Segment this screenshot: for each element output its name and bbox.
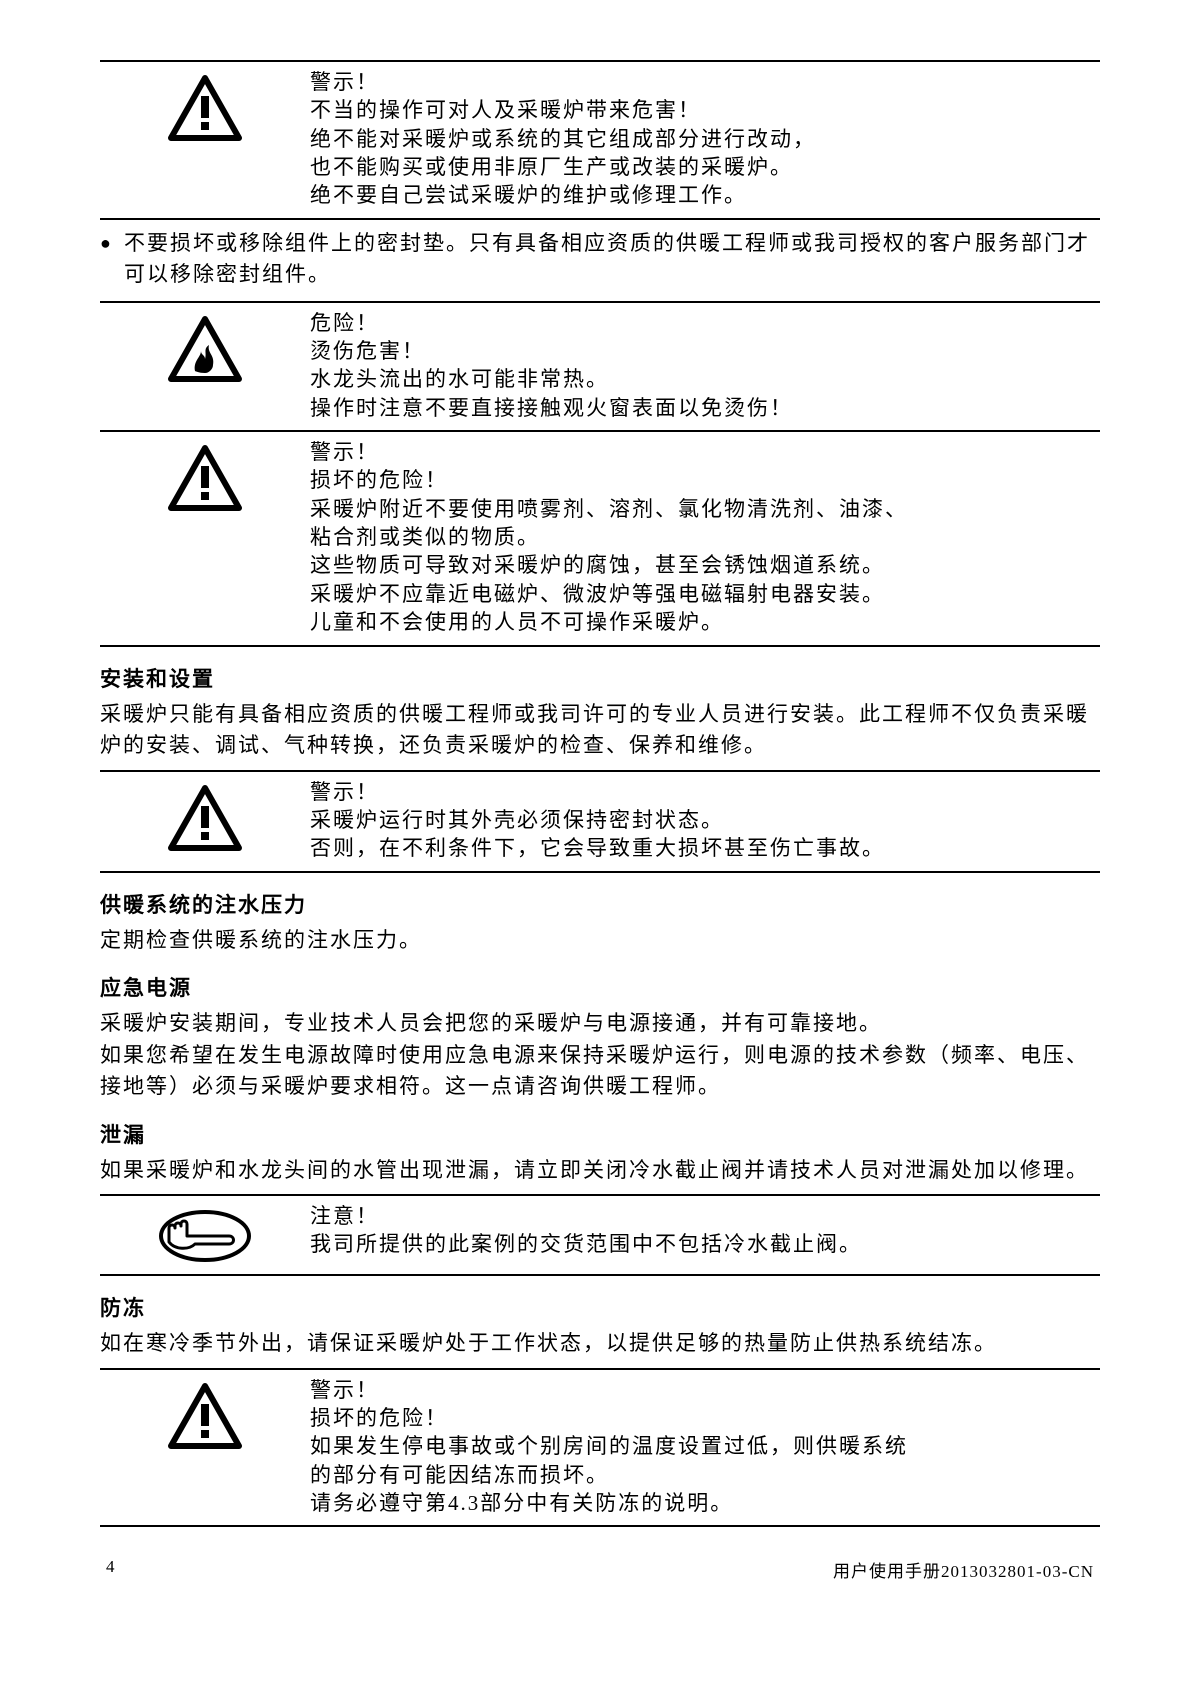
section-heading-pressure: 供暖系统的注水压力 bbox=[100, 889, 1100, 919]
bullet-text: 不要损坏或移除组件上的密封垫。只有具备相应资质的供暖工程师或我司授权的客户服务部… bbox=[124, 228, 1100, 291]
warning-line: 烫伤危害！ bbox=[310, 339, 425, 363]
warning-line: 这些物质可导致对采暖炉的腐蚀，甚至会锈蚀烟道系统。 bbox=[310, 553, 885, 577]
warning-line: 不当的操作可对人及采暖炉带来危害！ bbox=[310, 98, 701, 122]
warning-line: 儿童和不会使用的人员不可操作采暖炉。 bbox=[310, 610, 724, 634]
divider bbox=[100, 645, 1100, 647]
warning-text: 警示！ 损坏的危险！ 采暖炉附近不要使用喷雾剂、溶剂、氯化物清洗剂、油漆、 粘合… bbox=[310, 438, 1100, 636]
warning-title: 警示！ bbox=[310, 440, 379, 464]
warning-line: 采暖炉附近不要使用喷雾剂、溶剂、氯化物清洗剂、油漆、 bbox=[310, 497, 908, 521]
section-body: 如在寒冷季节外出，请保证采暖炉处于工作状态，以提供足够的热量防止供热系统结冻。 bbox=[100, 1328, 1100, 1360]
warning-block: 危险！ 烫伤危害！ 水龙头流出的水可能非常热。 操作时注意不要直接接触观火窗表面… bbox=[100, 303, 1100, 430]
warning-title: 危险！ bbox=[310, 311, 379, 335]
warning-text: 危险！ 烫伤危害！ 水龙头流出的水可能非常热。 操作时注意不要直接接触观火窗表面… bbox=[310, 309, 1100, 422]
warning-text: 警示！ 采暖炉运行时其外壳必须保持密封状态。 否则，在不利条件下，它会导致重大损… bbox=[310, 778, 1100, 863]
warning-icon bbox=[100, 438, 310, 514]
warning-line: 也不能购买或使用非原厂生产或改装的采暖炉。 bbox=[310, 155, 793, 179]
section-body: 采暖炉安装期间，专业技术人员会把您的采暖炉与电源接通，并有可靠接地。 如果您希望… bbox=[100, 1008, 1100, 1103]
warning-icon bbox=[100, 1376, 310, 1452]
bullet-item: ● 不要损坏或移除组件上的密封垫。只有具备相应资质的供暖工程师或我司授权的客户服… bbox=[100, 228, 1100, 291]
page-content: 警示！ 不当的操作可对人及采暖炉带来危害！ 绝不能对采暖炉或系统的其它组成部分进… bbox=[100, 60, 1100, 1582]
page-number: 4 bbox=[106, 1557, 116, 1582]
note-line: 我司所提供的此案例的交货范围中不包括冷水截止阀。 bbox=[310, 1232, 862, 1256]
section-heading-power: 应急电源 bbox=[100, 972, 1100, 1002]
bullet-dot: ● bbox=[100, 228, 124, 257]
warning-text: 警示！ 不当的操作可对人及采暖炉带来危害！ 绝不能对采暖炉或系统的其它组成部分进… bbox=[310, 68, 1100, 210]
note-title: 注意！ bbox=[310, 1204, 379, 1228]
warning-line: 水龙头流出的水可能非常热。 bbox=[310, 367, 609, 391]
divider bbox=[100, 871, 1100, 873]
warning-block: 警示！ 不当的操作可对人及采暖炉带来危害！ 绝不能对采暖炉或系统的其它组成部分进… bbox=[100, 62, 1100, 218]
warning-line: 采暖炉运行时其外壳必须保持密封状态。 bbox=[310, 808, 724, 832]
warning-icon bbox=[100, 778, 310, 854]
warning-line: 请务必遵守第4.3部分中有关防冻的说明。 bbox=[310, 1491, 733, 1515]
warning-line: 绝不要自己尝试采暖炉的维护或修理工作。 bbox=[310, 183, 747, 207]
section-body: 定期检查供暖系统的注水压力。 bbox=[100, 925, 1100, 957]
warning-line: 采暖炉不应靠近电磁炉、微波炉等强电磁辐射电器安装。 bbox=[310, 582, 885, 606]
divider bbox=[100, 1525, 1100, 1527]
warning-line: 操作时注意不要直接接触观火窗表面以免烫伤！ bbox=[310, 396, 793, 420]
hand-point-icon bbox=[100, 1202, 310, 1266]
warning-line: 粘合剂或类似的物质。 bbox=[310, 525, 540, 549]
divider bbox=[100, 1274, 1100, 1276]
section-heading-antifreeze: 防冻 bbox=[100, 1292, 1100, 1322]
warning-block: 警示！ 采暖炉运行时其外壳必须保持密封状态。 否则，在不利条件下，它会导致重大损… bbox=[100, 772, 1100, 871]
section-heading-leak: 泄漏 bbox=[100, 1119, 1100, 1149]
divider bbox=[100, 218, 1100, 220]
section-heading-install: 安装和设置 bbox=[100, 663, 1100, 693]
warning-title: 警示！ bbox=[310, 70, 379, 94]
warning-line: 绝不能对采暖炉或系统的其它组成部分进行改动， bbox=[310, 127, 816, 151]
note-text: 注意！ 我司所提供的此案例的交货范围中不包括冷水截止阀。 bbox=[310, 1202, 1100, 1259]
body-line: 采暖炉安装期间，专业技术人员会把您的采暖炉与电源接通，并有可靠接地。 bbox=[100, 1011, 882, 1035]
section-body: 采暖炉只能有具备相应资质的供暖工程师或我司许可的专业人员进行安装。此工程师不仅负… bbox=[100, 699, 1100, 762]
danger-burn-icon bbox=[100, 309, 310, 385]
warning-line: 损坏的危险！ bbox=[310, 468, 448, 492]
page-footer: 4 用户使用手册2013032801-03-CN bbox=[100, 1557, 1100, 1582]
section-body: 如果采暖炉和水龙头间的水管出现泄漏，请立即关闭冷水截止阀并请技术人员对泄漏处加以… bbox=[100, 1155, 1100, 1187]
warning-line: 如果发生停电事故或个别房间的温度设置过低，则供暖系统 bbox=[310, 1434, 908, 1458]
warning-line: 损坏的危险！ bbox=[310, 1406, 448, 1430]
warning-text: 警示！ 损坏的危险！ 如果发生停电事故或个别房间的温度设置过低，则供暖系统 的部… bbox=[310, 1376, 1100, 1518]
warning-line: 否则，在不利条件下，它会导致重大损坏甚至伤亡事故。 bbox=[310, 836, 885, 860]
note-block: 注意！ 我司所提供的此案例的交货范围中不包括冷水截止阀。 bbox=[100, 1196, 1100, 1274]
warning-title: 警示！ bbox=[310, 1378, 379, 1402]
warning-block: 警示！ 损坏的危险！ 如果发生停电事故或个别房间的温度设置过低，则供暖系统 的部… bbox=[100, 1370, 1100, 1526]
warning-block: 警示！ 损坏的危险！ 采暖炉附近不要使用喷雾剂、溶剂、氯化物清洗剂、油漆、 粘合… bbox=[100, 432, 1100, 644]
document-id: 用户使用手册2013032801-03-CN bbox=[833, 1557, 1094, 1582]
body-line: 如果您希望在发生电源故障时使用应急电源来保持采暖炉运行，则电源的技术参数（频率、… bbox=[100, 1043, 1089, 1099]
warning-line: 的部分有可能因结冻而损坏。 bbox=[310, 1463, 609, 1487]
warning-icon bbox=[100, 68, 310, 144]
warning-title: 警示！ bbox=[310, 780, 379, 804]
